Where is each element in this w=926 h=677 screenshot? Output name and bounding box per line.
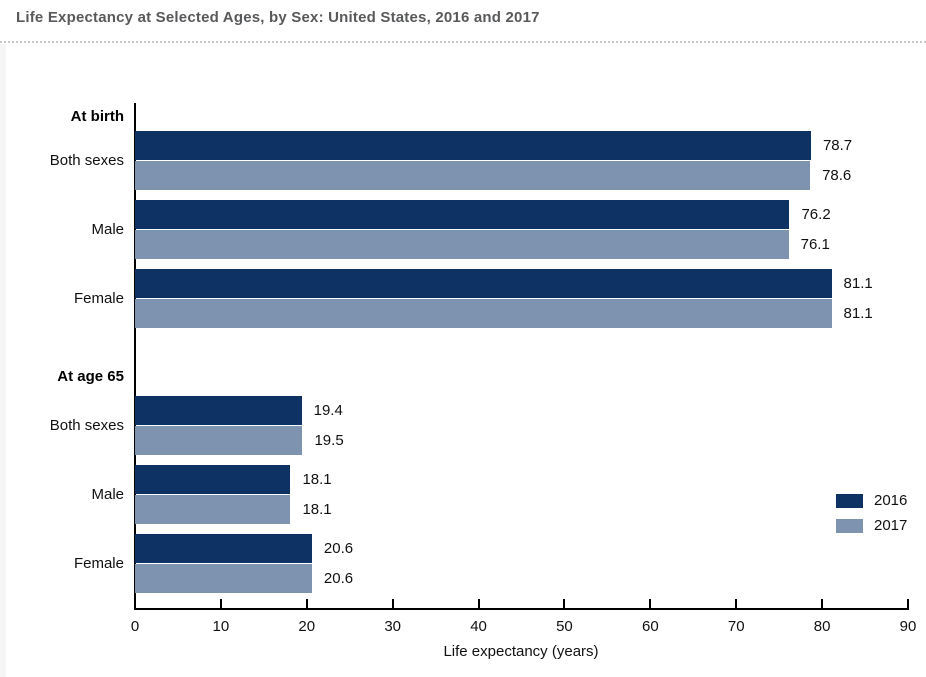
x-axis-tick-label: 70 [727, 618, 745, 635]
legend-row-2017: 2017 [836, 517, 907, 535]
section-label-at-age-65: At age 65 [57, 368, 124, 385]
legend-label-2016: 2016 [874, 492, 908, 509]
x-axis-tick-label: 40 [470, 618, 487, 635]
dotted-separator [0, 41, 926, 43]
bar-value-label: 19.4 [313, 402, 343, 419]
legend-label-2017: 2017 [874, 517, 908, 534]
legend: 2016 2017 [836, 492, 907, 542]
bar-2017-at-age-65-male [135, 495, 291, 524]
bar-value-label: 19.5 [314, 432, 344, 449]
category-label-at-birth-both-sexes: Both sexes [49, 152, 124, 169]
bar-value-label: 20.6 [323, 540, 354, 557]
y-axis-line [134, 103, 136, 610]
bar-value-label: 81.1 [843, 275, 873, 292]
x-axis-tick [821, 599, 824, 608]
x-axis-tick [391, 599, 394, 608]
bar-2016-at-birth-both-sexes [135, 131, 811, 160]
bar-value-label: 18.1 [302, 471, 332, 488]
bar-2017-at-age-65-female [135, 564, 312, 593]
x-axis-tick [477, 599, 480, 608]
category-label-at-age-65-female: Female [73, 555, 124, 572]
category-label-at-age-65-male: Male [91, 486, 124, 503]
bar-2017-at-birth-both-sexes [135, 161, 811, 190]
legend-swatch-2016 [836, 494, 863, 508]
bar-2016-at-birth-male [135, 200, 790, 229]
left-gutter [0, 44, 6, 677]
category-label-at-age-65-both-sexes: Both sexes [49, 417, 124, 434]
x-axis-tick [735, 599, 738, 608]
x-axis-tick [219, 599, 222, 608]
bar-value-label: 76.2 [801, 206, 831, 223]
chart-title: Life Expectancy at Selected Ages, by Sex… [16, 9, 540, 26]
bar-value-label: 81.1 [843, 305, 873, 322]
bar-2016-at-age-65-female [135, 534, 312, 563]
x-axis-tick-label: 30 [384, 618, 401, 635]
bar-2016-at-birth-female [135, 269, 832, 298]
x-axis-line [134, 608, 909, 610]
x-axis-tick-label: 50 [556, 618, 573, 635]
legend-swatch-2017 [836, 519, 863, 533]
bar-value-label: 78.6 [822, 167, 852, 184]
bar-value-label: 20.6 [323, 570, 354, 587]
x-axis-tick [649, 599, 652, 608]
bar-value-label: 78.7 [822, 137, 853, 154]
x-axis-tick-label: 20 [298, 618, 316, 635]
bar-2016-at-age-65-both-sexes [135, 396, 302, 425]
bar-2017-at-age-65-both-sexes [135, 426, 303, 455]
x-axis-tick-label: 60 [641, 618, 659, 635]
x-axis-tick [563, 599, 566, 608]
x-axis-tick-label: 0 [130, 618, 140, 635]
x-axis-tick [134, 599, 136, 608]
x-axis-tick-label: 10 [212, 618, 230, 635]
bar-2017-at-birth-male [135, 230, 789, 259]
category-label-at-birth-female: Female [73, 290, 124, 307]
x-axis-tick-label: 80 [813, 618, 831, 635]
bar-2016-at-age-65-male [135, 465, 291, 494]
x-axis-title: Life expectancy (years) [443, 643, 599, 660]
bar-value-label: 76.1 [800, 236, 830, 253]
category-label-at-birth-male: Male [91, 221, 124, 238]
x-axis-tick [907, 599, 909, 608]
x-axis-tick [305, 599, 308, 608]
legend-row-2016: 2016 [836, 492, 907, 510]
section-label-at-birth: At birth [70, 108, 124, 125]
bar-2017-at-birth-female [135, 299, 832, 328]
x-axis-tick-label: 90 [899, 618, 917, 635]
bar-value-label: 18.1 [302, 501, 332, 518]
